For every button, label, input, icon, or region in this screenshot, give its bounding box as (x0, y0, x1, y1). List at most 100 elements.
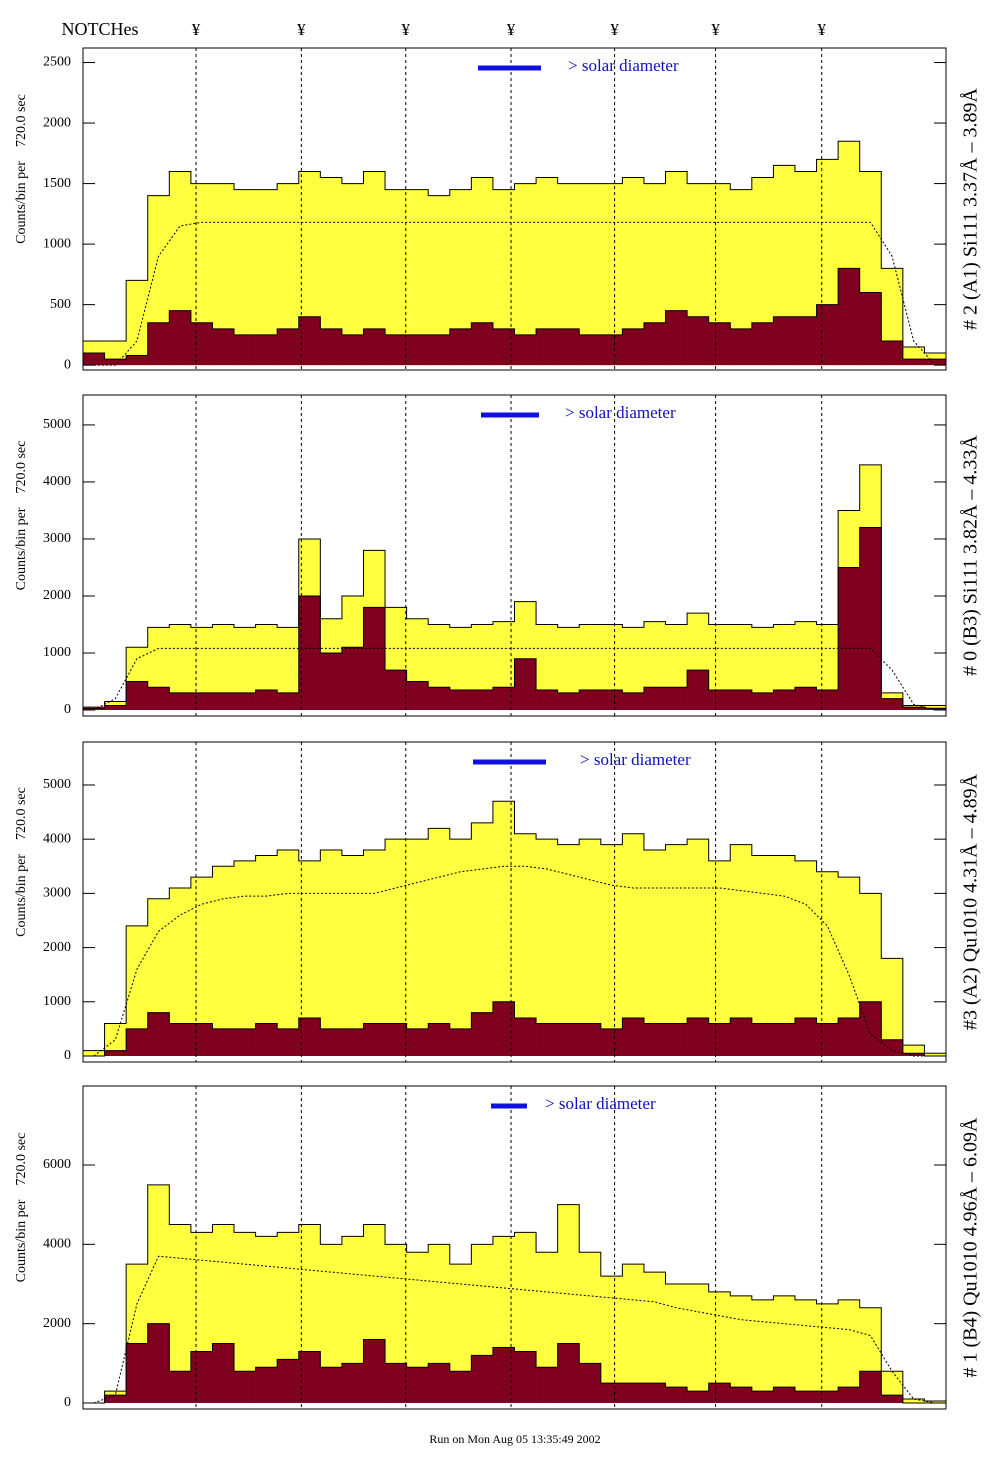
histogram-bar (730, 1387, 753, 1404)
histogram-bar (126, 681, 149, 711)
histogram-bar (622, 1264, 645, 1404)
histogram-bar (471, 624, 494, 711)
histogram-bar (838, 567, 860, 711)
histogram-bar (838, 1387, 860, 1404)
panel-title: #3 (A2) Qu1010 4.31Å – 4.89Å (960, 773, 982, 1030)
histogram-bar (751, 855, 774, 1056)
histogram-bar (730, 844, 753, 1056)
histogram-bar (514, 334, 537, 366)
histogram-bar (816, 624, 839, 711)
histogram-bar (298, 1018, 321, 1056)
y-tick-label: 3000 (43, 886, 71, 901)
histogram-bar (104, 359, 127, 366)
histogram-bar (536, 177, 558, 366)
histogram-bar (816, 1303, 839, 1404)
panel-title: # 0 (B3) Si111 3.82Å – 4.33Å (960, 435, 982, 676)
histogram-bar (643, 687, 666, 711)
histogram-bar (557, 844, 580, 1056)
histogram-bar (579, 839, 602, 1056)
histogram-bar (536, 328, 558, 366)
notch-symbol: ¥ (711, 20, 720, 39)
histogram-bar (147, 322, 170, 366)
histogram-bar (298, 860, 321, 1056)
histogram-bar (902, 1053, 925, 1056)
histogram-bar (406, 1367, 429, 1404)
histogram-bar (622, 833, 645, 1056)
histogram-bar (169, 310, 192, 366)
y-axis-label: Counts/bin per 720.0 sec (14, 441, 29, 591)
histogram-bar (773, 624, 796, 711)
histogram-bar (514, 183, 537, 366)
histogram-bar (277, 183, 300, 366)
histogram-bar (255, 1023, 278, 1056)
histogram-bar (169, 624, 192, 711)
histogram-bar (773, 316, 796, 366)
histogram-bar (816, 304, 839, 366)
histogram-bar (708, 1383, 731, 1404)
notch-symbol: ¥ (402, 20, 411, 39)
histogram-bar (492, 1001, 515, 1056)
histogram-bar (838, 877, 860, 1056)
histogram-bar (255, 334, 278, 366)
histogram-bar (687, 1283, 709, 1404)
histogram-bar (320, 177, 343, 366)
histogram-bar (622, 328, 645, 366)
y-axis-label: Counts/bin per 720.0 sec (14, 787, 29, 937)
histogram-bar (579, 1023, 602, 1056)
histogram-bar (838, 1018, 860, 1056)
histogram-bar (514, 833, 537, 1056)
histogram-bar (104, 1395, 127, 1404)
histogram-bar (687, 316, 709, 366)
histogram-bar (902, 359, 925, 366)
histogram-bar (83, 1050, 105, 1056)
histogram-bar (924, 708, 947, 711)
histogram-bar (773, 1387, 796, 1404)
histogram-bar (212, 183, 235, 366)
histogram-outline (83, 1001, 946, 1057)
histogram-bar (579, 334, 602, 366)
histogram-bar (449, 1371, 472, 1404)
histogram-bar (730, 189, 753, 366)
histogram-bar (385, 334, 407, 366)
histogram-bar (126, 1343, 149, 1404)
histogram-bar (600, 334, 623, 366)
histogram-bar (794, 1391, 817, 1404)
histogram-bar (557, 692, 580, 711)
histogram-bar (255, 1367, 278, 1404)
histogram-bar (104, 1023, 127, 1056)
y-tick-label: 1000 (43, 994, 71, 1009)
histogram-bar (255, 624, 278, 711)
histogram-bar (579, 690, 602, 711)
histogram-bar (600, 690, 623, 711)
histogram-bar (147, 1323, 170, 1404)
histogram-bar (492, 328, 515, 366)
histogram-bar (579, 624, 602, 711)
histogram-bar (320, 1244, 343, 1404)
histogram-bar (557, 328, 580, 366)
y-tick-label: 6000 (43, 1157, 71, 1172)
histogram-bar (794, 687, 817, 711)
histogram-bar (385, 839, 407, 1056)
histogram-bar (600, 1383, 623, 1404)
histogram-bar (665, 844, 688, 1056)
histogram-bar (794, 316, 817, 366)
panel-title: # 1 (B4) Qu1010 4.96Å – 6.09Å (960, 1117, 982, 1378)
histogram-bar (169, 1371, 192, 1404)
histogram-bar (406, 334, 429, 366)
y-tick-label: 1000 (43, 236, 71, 251)
y-tick-label: 1500 (43, 176, 71, 191)
histogram-bar (687, 1018, 709, 1056)
histogram-bar (859, 1001, 882, 1056)
histogram-bar (406, 1028, 429, 1056)
histogram-bar (147, 687, 170, 711)
histogram-bar (449, 1264, 472, 1404)
histogram-bar (794, 860, 817, 1056)
histogram-bar (169, 1023, 192, 1056)
histogram-bar (363, 171, 386, 366)
notch-symbol: ¥ (610, 20, 619, 39)
histogram-bar (449, 1028, 472, 1056)
histogram-bar (881, 1395, 904, 1404)
histogram-bar (234, 189, 256, 366)
histogram-bar (600, 844, 623, 1056)
histogram-bar (428, 687, 451, 711)
